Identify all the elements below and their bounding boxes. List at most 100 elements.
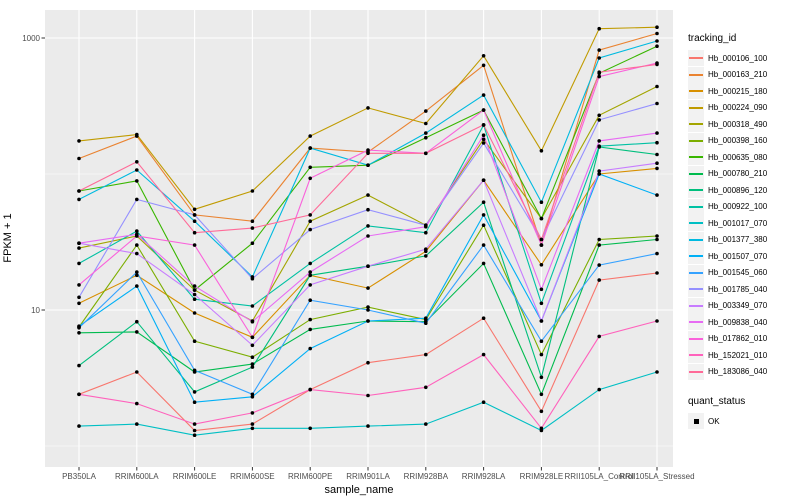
data-point (192, 288, 197, 292)
data-point (481, 352, 486, 357)
data-point (481, 133, 486, 137)
legend-key-line-icon (689, 304, 703, 307)
data-point (135, 197, 139, 202)
x-tick-label: PB350LA (62, 472, 96, 481)
x-tick-label: RRIM901LA (346, 472, 390, 481)
legend-item: Hb_017862_010 (688, 330, 798, 348)
data-point (539, 243, 544, 247)
data-point (597, 74, 601, 79)
data-point (424, 352, 428, 357)
legend-item: Hb_000163_210 (688, 66, 798, 84)
legend-key-line-icon (689, 156, 703, 159)
data-point (481, 213, 486, 217)
data-point (250, 226, 255, 230)
legend: tracking_id Hb_000106_100 Hb_000163_210 Hb… (688, 33, 798, 430)
data-point (655, 271, 659, 275)
data-point (135, 330, 139, 334)
data-point (366, 234, 370, 238)
data-point (308, 270, 313, 274)
legend-key-line-icon (689, 172, 703, 175)
legend-label: Hb_001017_070 (708, 218, 768, 228)
legend-key (688, 149, 704, 166)
data-point (135, 160, 139, 164)
data-point (655, 62, 659, 67)
legend-key (688, 281, 704, 298)
legend-key-line-icon (689, 288, 703, 291)
data-point (77, 326, 81, 330)
legend-label: Hb_001507_070 (708, 251, 768, 261)
data-point (308, 165, 313, 170)
legend-key-line-icon (689, 123, 703, 126)
x-tick-label: RRIM928LE (519, 472, 564, 481)
data-point (597, 144, 601, 148)
legend-label: Hb_000318_490 (708, 119, 768, 129)
x-tick-label: RRIM600SE (230, 472, 275, 481)
data-point (308, 273, 313, 278)
data-point (366, 193, 370, 197)
data-point (481, 141, 486, 145)
data-point (655, 237, 659, 242)
data-point (366, 163, 370, 167)
data-point (539, 263, 544, 267)
data-point (597, 387, 601, 392)
data-point (250, 426, 255, 431)
x-axis-title: sample_name (324, 484, 394, 496)
legend-item: Hb_001507_070 (688, 248, 798, 265)
data-point (250, 304, 255, 308)
data-point (655, 319, 659, 323)
data-point (250, 362, 255, 366)
legend-key (688, 330, 704, 347)
data-point (308, 426, 313, 431)
data-point (424, 254, 428, 258)
data-point (481, 63, 486, 68)
x-tick-label: RRIM600LE (172, 472, 217, 481)
data-point (250, 343, 255, 348)
data-point (655, 39, 659, 43)
legend-key-line-icon (689, 321, 703, 324)
data-point (655, 140, 659, 145)
legend-key-line-icon (689, 106, 703, 109)
data-point (135, 234, 139, 238)
quant-ok-key (688, 413, 704, 430)
legend-item: Hb_000635_080 (688, 149, 798, 166)
data-point (192, 219, 197, 223)
data-point (77, 197, 81, 202)
data-point (308, 317, 313, 322)
data-point (597, 139, 601, 143)
data-point (424, 321, 428, 326)
legend-label: Hb_000215_180 (708, 86, 768, 96)
legend-key (688, 297, 704, 314)
data-point (539, 287, 544, 292)
data-point (655, 161, 659, 165)
data-point (192, 297, 197, 302)
data-point (481, 243, 486, 247)
data-point (77, 295, 81, 300)
data-point (597, 113, 601, 118)
data-point (192, 390, 197, 394)
data-point (597, 48, 601, 52)
data-point (655, 31, 659, 36)
data-point (250, 392, 255, 397)
data-point (135, 229, 139, 233)
data-point (366, 308, 370, 312)
data-point (424, 131, 428, 135)
data-point (308, 387, 313, 392)
legend-key-line-icon (689, 90, 703, 93)
data-point (597, 56, 601, 60)
data-point (135, 284, 139, 288)
data-point (77, 424, 81, 428)
x-tick-label: RRIM600PE (287, 472, 333, 481)
data-point (250, 422, 255, 426)
data-point (539, 200, 544, 204)
data-point (250, 355, 255, 360)
data-point (597, 26, 601, 31)
legend-key-line-icon (689, 189, 703, 192)
data-point (655, 131, 659, 135)
legend-item: Hb_001785_040 (688, 281, 798, 298)
legend-item: Hb_152021_010 (688, 347, 798, 364)
legend-label: OK (708, 416, 720, 426)
data-point (192, 311, 197, 315)
data-point (539, 375, 544, 380)
legend-key (688, 264, 704, 281)
